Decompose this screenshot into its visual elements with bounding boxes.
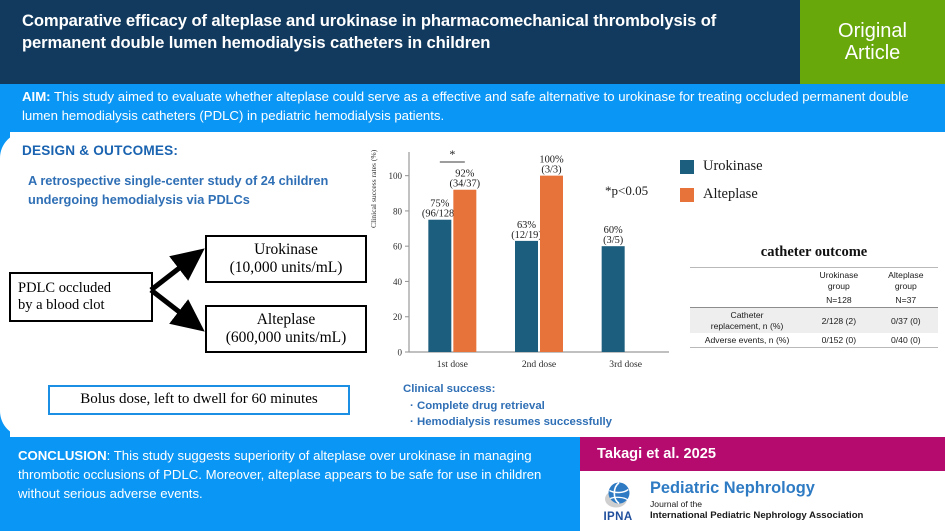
flow-source-line2: by a blood clot: [18, 297, 105, 313]
svg-text:60%: 60%: [604, 225, 623, 236]
legend-swatch-alteplase: [680, 187, 694, 202]
article-type-badge: Original Article: [800, 0, 945, 84]
svg-text:2nd dose: 2nd dose: [522, 359, 556, 370]
flow-footer-text: Bolus dose, left to dwell for 60 minutes: [80, 391, 318, 408]
citation-bar: Takagi et al. 2025: [580, 437, 945, 471]
flow-box-bolus-note: Bolus dose, left to dwell for 60 minutes: [48, 385, 350, 415]
flow-arm2-line2: (600,000 units/mL): [225, 329, 347, 346]
journal-name: Pediatric Nephrology: [650, 478, 815, 497]
table-row: Catheter replacement, n (%) 2/128 (2) 0/…: [690, 307, 938, 334]
flow-arrows: [149, 248, 205, 332]
table-row: Adverse events, n (%) 0/152 (0) 0/40 (0): [690, 333, 938, 349]
aim-section: AIM: This study aimed to evaluate whethe…: [0, 84, 945, 132]
citation-text: Takagi et al. 2025: [597, 446, 716, 462]
ipna-logo: IPNA: [592, 480, 644, 523]
th-alt-l1: Alteplase: [888, 270, 924, 280]
svg-text:(3/5): (3/5): [603, 235, 623, 246]
clinical-success-item: Complete drug retrieval: [410, 398, 612, 415]
legend-item: Alteplase: [680, 186, 763, 203]
flow-box-urokinase: Urokinase (10,000 units/mL): [205, 235, 367, 283]
outcome-table-block: catheter outcome Urokinase group Altepla…: [690, 244, 938, 349]
journal-text-block: Pediatric Nephrology Journal of the Inte…: [650, 478, 864, 522]
flow-arm2-line1: Alteplase: [256, 310, 316, 328]
page-title: Comparative efficacy of alteplase and ur…: [22, 11, 717, 53]
svg-text:80: 80: [393, 206, 403, 216]
svg-text:20: 20: [393, 312, 403, 322]
journal-subline-2: International Pediatric Nephrology Assoc…: [650, 510, 864, 522]
flow-box-alteplase: Alteplase (600,000 units/mL): [205, 305, 367, 353]
table-n-row: N=128 N=37: [690, 293, 938, 308]
outcome-table-title: catheter outcome: [760, 244, 868, 260]
th-alt-l2: group: [894, 280, 917, 291]
conclusion-text: : This study suggests superiority of alt…: [18, 448, 542, 502]
clinical-success-item: Hemodialysis resumes successfully: [410, 414, 612, 431]
row-label-adverse-events: Adverse events, n (%): [690, 333, 805, 349]
table-header-urokinase: Urokinase group: [804, 267, 874, 294]
table-header-blank: [690, 267, 805, 294]
outcome-table: Urokinase group Alteplase group N=128 N=…: [690, 267, 938, 349]
flow-arm1-line2: (10,000 units/mL): [229, 259, 343, 276]
design-heading: DESIGN & OUTCOMES:: [22, 143, 179, 158]
svg-text:40: 40: [393, 277, 403, 287]
svg-text:(34/37): (34/37): [450, 179, 481, 190]
row0-l1: Catheter: [730, 310, 764, 321]
table-header-alteplase: Alteplase group: [873, 267, 938, 294]
conclusion-label: CONCLUSION: [18, 448, 107, 463]
svg-text:(3/3): (3/3): [541, 165, 561, 176]
th-uro-l1: Urokinase: [819, 270, 859, 280]
legend-label-alteplase: Alteplase: [703, 186, 758, 202]
row0-urokinase-value: 2/128 (2): [804, 307, 874, 334]
design-subtitle: A retrospective single-center study of 2…: [28, 173, 329, 207]
n-alteplase: N=37: [895, 295, 917, 306]
clinical-success-heading: Clinical success:: [403, 383, 496, 395]
table-header-row: Urokinase group Alteplase group: [690, 267, 938, 294]
row0-l2: replacement, n (%): [710, 320, 784, 331]
conclusion-section: CONCLUSION: This study suggests superior…: [0, 437, 580, 531]
svg-text:0: 0: [398, 347, 403, 357]
svg-text:60: 60: [393, 242, 403, 252]
svg-text:(12/19): (12/19): [511, 230, 542, 241]
legend-swatch-urokinase: [680, 159, 694, 174]
n-row-blank: [690, 293, 804, 308]
chart-canvas: 0 20 40 60 80 100 1st dose 75%(96/128) 92%(34/37…: [389, 147, 669, 370]
journal-branding: IPNA Pediatric Nephrology Journal of the…: [580, 471, 945, 531]
chart-legend: Urokinase Alteplase: [680, 158, 763, 214]
badge-line-1: Original: [838, 20, 907, 42]
row-label-catheter-replacement: Catheter replacement, n (%): [690, 307, 805, 334]
flow-box-source: PDLC occluded by a blood clot: [9, 272, 153, 322]
row1-urokinase-value: 0/152 (0): [804, 333, 874, 349]
clinical-success-block: Clinical success: Complete drug retrieva…: [403, 381, 612, 431]
flow-source-line1: PDLC occluded: [18, 279, 112, 296]
aim-label: AIM:: [22, 89, 51, 104]
svg-text:63%: 63%: [517, 220, 536, 231]
svg-text:92%: 92%: [455, 169, 474, 180]
header-navy-bar: [0, 0, 800, 84]
n-urokinase: N=128: [826, 295, 852, 306]
flow-arm1-line1: Urokinase: [254, 240, 318, 258]
legend-label-urokinase: Urokinase: [703, 158, 763, 174]
legend-item: Urokinase: [680, 158, 763, 175]
aim-text: This study aimed to evaluate whether alt…: [22, 89, 909, 123]
chart-pvalue-note: *p<0.05: [605, 183, 649, 198]
globe-icon: [605, 481, 630, 507]
svg-text:*: *: [449, 147, 455, 161]
ipna-wordmark: IPNA: [603, 510, 633, 523]
svg-text:3rd dose: 3rd dose: [609, 359, 642, 370]
svg-text:100: 100: [389, 171, 403, 181]
row0-alteplase-value: 0/37 (0): [873, 307, 938, 334]
svg-text:1st dose: 1st dose: [437, 359, 468, 370]
badge-line-2: Article: [844, 42, 901, 64]
journal-subline-1: Journal of the: [650, 499, 703, 510]
svg-text:100%: 100%: [539, 155, 564, 166]
th-uro-l2: group: [827, 280, 850, 291]
bar-chart: Clinical success rates (%) 0 20 40 60 80 100 1…: [369, 140, 763, 380]
svg-text:(96/128): (96/128): [422, 209, 458, 220]
header-band: Comparative efficacy of alteplase and ur…: [0, 0, 945, 84]
row1-alteplase-value: 0/40 (0): [873, 333, 938, 349]
svg-text:75%: 75%: [430, 199, 449, 210]
